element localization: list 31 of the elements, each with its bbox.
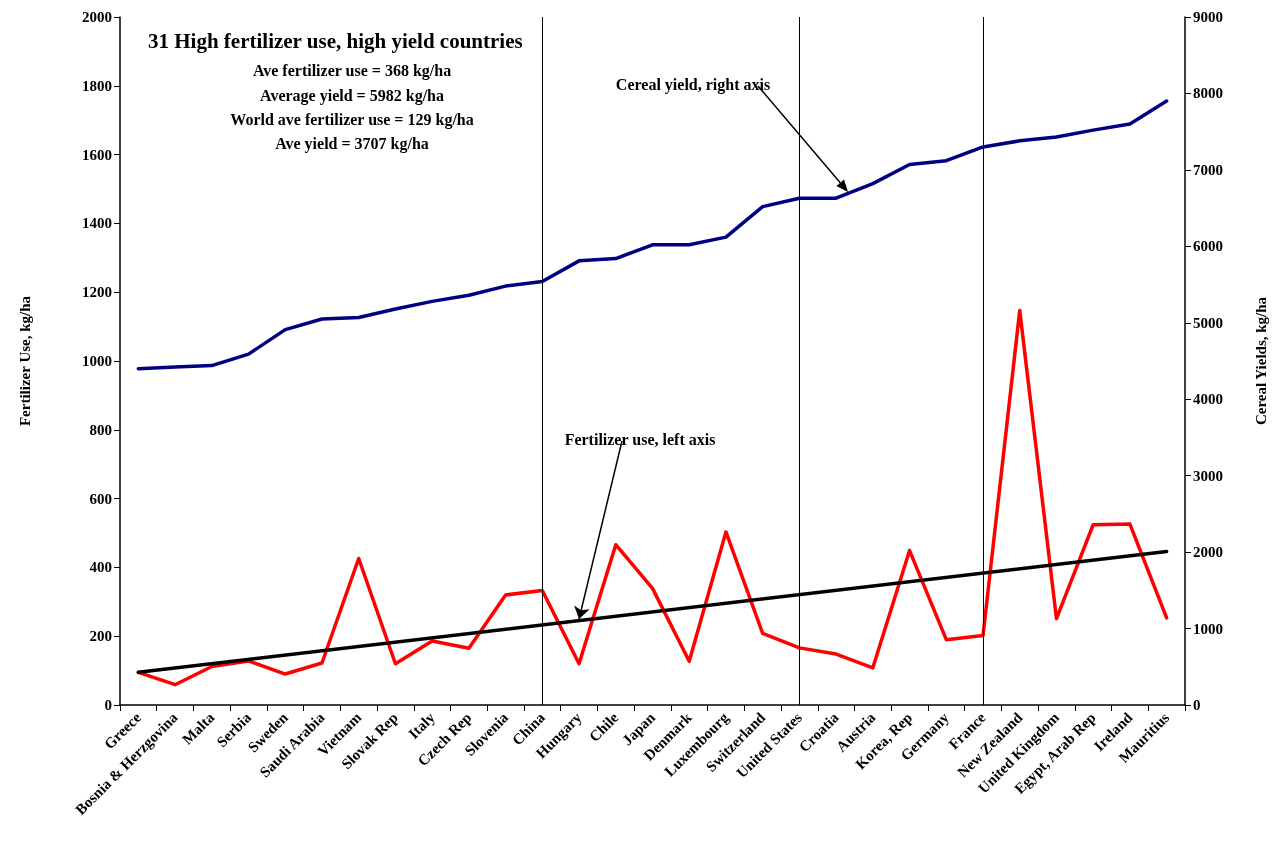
y-tick-label: 1200 bbox=[82, 284, 112, 301]
annotation: Average yield = 5982 kg/ha bbox=[260, 86, 444, 105]
y2-tick-label: 3000 bbox=[1193, 467, 1223, 484]
text: 31 High fertilizer use, high yield countries bbox=[148, 28, 523, 53]
y-tick-label: 0 bbox=[104, 697, 112, 713]
y2-tick-label: 9000 bbox=[1193, 9, 1223, 25]
annotation: Ave yield = 3707 kg/ha bbox=[275, 134, 429, 153]
y-tick-label: 1000 bbox=[82, 353, 112, 369]
y-tick-label: 600 bbox=[89, 490, 112, 507]
line-series bbox=[136, 308, 1169, 687]
y-tick-label: 1800 bbox=[82, 77, 112, 94]
y-tick-label: 200 bbox=[89, 628, 112, 645]
y-tick-label: 400 bbox=[89, 559, 112, 576]
y-tick-label: 2000 bbox=[82, 9, 112, 25]
y-tick-label: 800 bbox=[89, 421, 112, 438]
annotation: Cereal yield, right axis bbox=[615, 75, 771, 94]
y-axis-title: Fertilizer Use, kg/ha bbox=[16, 295, 33, 427]
y2-tick-label: 0 bbox=[1193, 697, 1201, 713]
y2-tick-label: 8000 bbox=[1193, 85, 1223, 102]
y-tick-label: 1600 bbox=[82, 146, 112, 163]
annotation: World ave fertilizer use = 129 kg/ha bbox=[230, 110, 474, 129]
y2-tick-label: 7000 bbox=[1193, 161, 1223, 178]
y2-tick-label: 2000 bbox=[1193, 544, 1223, 561]
y2-axis-title: Cereal Yields, kg/ha bbox=[1252, 296, 1269, 426]
y-tick-label: 1400 bbox=[82, 215, 112, 232]
y2-tick-label: 1000 bbox=[1193, 620, 1223, 637]
y2-tick-label: 5000 bbox=[1193, 314, 1223, 331]
y2-tick-label: 4000 bbox=[1193, 391, 1223, 408]
annotation: Ave fertilizer use = 368 kg/ha bbox=[252, 61, 452, 80]
y2-tick-label: 6000 bbox=[1193, 238, 1223, 255]
annotation: Fertilizer use, left axis bbox=[564, 430, 716, 448]
